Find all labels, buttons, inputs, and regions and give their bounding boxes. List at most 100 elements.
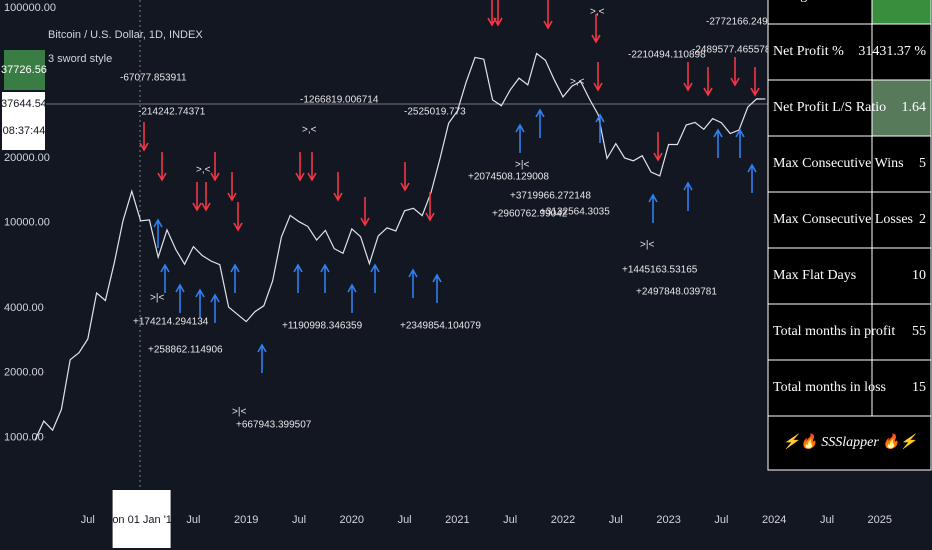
x-tick-label: 2021 [445, 514, 469, 526]
table-value: 5 [919, 156, 926, 171]
x-tick-label: Jul [398, 514, 412, 526]
table-footer: ⚡🔥 SSSlapper 🔥⚡ [783, 433, 919, 450]
y-tick-label: 4000.00 [4, 302, 44, 314]
trade-annotation: -2772166.24932 [706, 17, 779, 28]
table-value-cell [871, 359, 932, 417]
buy-arrow [175, 283, 185, 313]
table-label: Max Consecutive Wins [773, 156, 904, 171]
trade-annotation: -67077.853911 [120, 73, 187, 84]
y-tick-label: 10000.00 [4, 217, 50, 229]
x-tick-label: 2025 [868, 514, 892, 526]
table-label-cell [767, 359, 873, 417]
table-label-cell [767, 135, 873, 193]
table-value-cell [871, 135, 932, 193]
sell-arrow [683, 62, 693, 92]
x-tick-label: Jul [81, 514, 95, 526]
x-tick-label: Jul [714, 514, 728, 526]
x-tick-label: Jul [609, 514, 623, 526]
trade-annotation: +1445163.53165 [622, 265, 698, 276]
buy-arrow [153, 218, 163, 248]
sell-arrow [593, 62, 603, 92]
buy-arrow [347, 283, 357, 313]
sell-arrow [591, 14, 601, 44]
y-tick-label: 20000.00 [4, 152, 50, 164]
trade-annotation: +667943.399507 [236, 420, 312, 431]
countdown: 08:37:44 [3, 125, 46, 137]
trade-annotation: +174214.294134 [133, 317, 209, 328]
x-tick-label: 2024 [762, 514, 786, 526]
buy-arrow [257, 343, 267, 373]
buy-arrow [595, 113, 605, 143]
buy-arrow [160, 263, 170, 293]
table-value: 55 [912, 324, 926, 339]
table-label: Net Profit % [773, 44, 844, 59]
sell-arrow [192, 182, 202, 212]
table-label: Omega Ratio ∞ [773, 0, 861, 3]
sell-arrow [493, 0, 503, 27]
trade-annotation: >,< [302, 125, 317, 136]
sell-arrow [227, 172, 237, 202]
y-tick-label: 2000.00 [4, 367, 44, 379]
buy-arrow [370, 263, 380, 293]
x-tick-label: Jul [186, 514, 200, 526]
trade-annotation: -2210494.110898 [628, 50, 706, 61]
trade-annotation: +2960762.99042 [492, 209, 568, 220]
sell-arrow [157, 152, 167, 182]
buy-arrow [195, 288, 205, 318]
last-price: 37726.56 [1, 64, 47, 76]
sell-arrow [307, 152, 317, 182]
buy-arrow [535, 108, 545, 138]
table-label-cell [767, 0, 873, 25]
last-price-box [4, 50, 45, 90]
price-line-series [34, 52, 766, 441]
buy-arrow [735, 128, 745, 158]
sell-arrow [730, 57, 740, 87]
table-label-cell [767, 303, 873, 361]
stats-table: Omega Ratio ∞ 1.7 Net Profit % 31431.37 % Ne… [767, 0, 932, 471]
sell-arrow [543, 0, 553, 30]
sell-arrow [750, 67, 760, 97]
trade-annotation: >,< [570, 77, 585, 88]
buy-arrow [320, 263, 330, 293]
trade-annotation: +2349854.104079 [400, 321, 481, 332]
buy-arrow [408, 268, 418, 298]
table-value: 2 [919, 212, 926, 227]
table-value: 1.64 [902, 100, 927, 115]
table-value-cell [871, 79, 932, 137]
symbol-title: Bitcoin / U.S. Dollar, 1D, INDEX [48, 29, 203, 41]
trade-annotation: >,< [590, 7, 605, 18]
sell-arrow [400, 162, 410, 192]
buy-arrow [432, 273, 442, 303]
x-tick-label: Mon 01 Jan '18 [103, 514, 178, 526]
x-tick-label: Jul [820, 514, 834, 526]
current-price-box [2, 92, 45, 150]
table-label: Max Consecutive Losses [773, 212, 913, 227]
trade-annotation: >,< [196, 165, 211, 176]
sell-arrow [360, 197, 370, 227]
trade-annotation: +1190998.346359 [282, 321, 363, 332]
sell-arrow [295, 152, 305, 182]
trade-annotation: +2497848.039781 [636, 287, 717, 298]
sell-arrow [703, 67, 713, 97]
sell-arrow [333, 172, 343, 202]
trade-annotation: +3132564.3035 [540, 207, 610, 218]
x-tick-label: 2022 [551, 514, 575, 526]
table-label: Max Flat Days [773, 268, 856, 283]
table-label: Total months in profit [773, 324, 895, 339]
table-value: 31431.37 % [858, 44, 926, 59]
crosshair-date-box [112, 490, 171, 548]
table-value-cell [871, 0, 932, 25]
table-footer-cell [767, 415, 932, 471]
x-tick-label: Jul [292, 514, 306, 526]
x-tick-label: Jul [503, 514, 517, 526]
buy-arrow [713, 128, 723, 158]
x-tick-label: 2019 [234, 514, 258, 526]
buy-arrow [515, 123, 525, 153]
table-value: 1.7 [909, 0, 927, 3]
table-label: Total months in loss [773, 380, 886, 395]
table-value-cell [871, 247, 932, 305]
trade-annotation: >|< [640, 240, 654, 251]
